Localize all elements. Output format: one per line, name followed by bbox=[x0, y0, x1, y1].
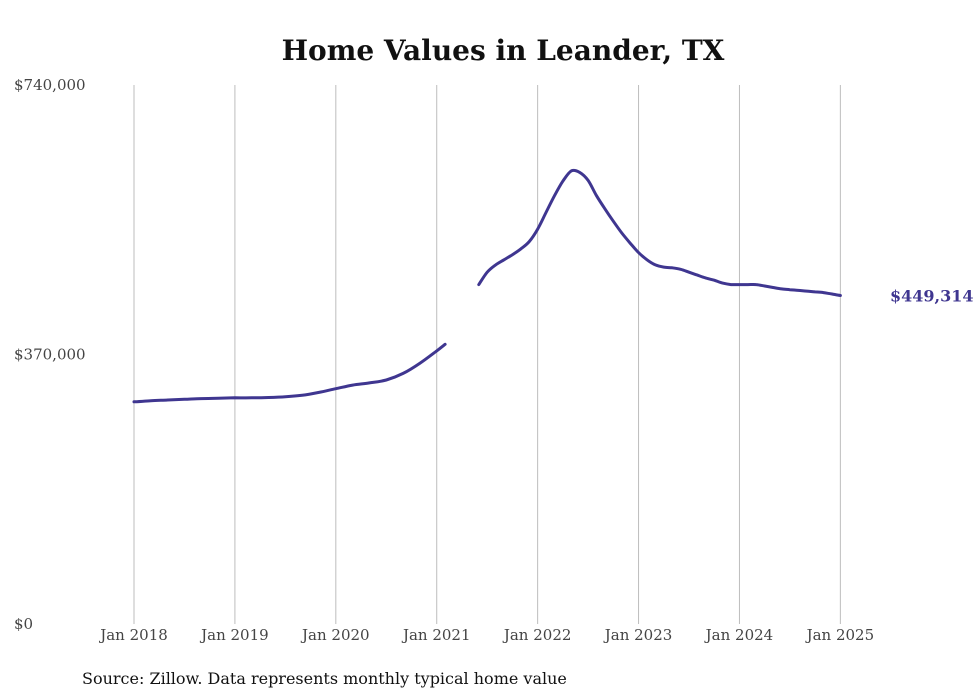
x-tick-label: Jan 2020 bbox=[300, 626, 370, 644]
series-line-segment-0 bbox=[132, 342, 447, 404]
x-tick-label: Jan 2023 bbox=[603, 626, 673, 644]
gridlines bbox=[133, 85, 841, 624]
x-tick-label: Jan 2024 bbox=[704, 626, 774, 644]
chart-title: Home Values in Leander, TX bbox=[282, 34, 725, 67]
series-lines bbox=[132, 168, 842, 404]
x-tick-label: Jan 2021 bbox=[401, 626, 471, 644]
end-value-label: $449,314 bbox=[890, 287, 974, 306]
y-axis-ticks: $0 $370,000 $740,000 bbox=[14, 76, 86, 633]
x-axis-ticks: Jan 2018 Jan 2019 Jan 2020 Jan 2021 Jan 2022… bbox=[98, 626, 874, 644]
y-tick-label: $370,000 bbox=[14, 346, 86, 364]
x-tick-label: Jan 2019 bbox=[199, 626, 269, 644]
x-tick-label: Jan 2025 bbox=[805, 626, 875, 644]
x-tick-label: Jan 2022 bbox=[502, 626, 572, 644]
x-tick-label: Jan 2018 bbox=[98, 626, 168, 644]
source-note: Source: Zillow. Data represents monthly … bbox=[82, 669, 567, 688]
y-tick-label: $740,000 bbox=[14, 76, 86, 94]
series-line-segment-1 bbox=[477, 168, 842, 297]
y-tick-label: $0 bbox=[14, 615, 33, 633]
